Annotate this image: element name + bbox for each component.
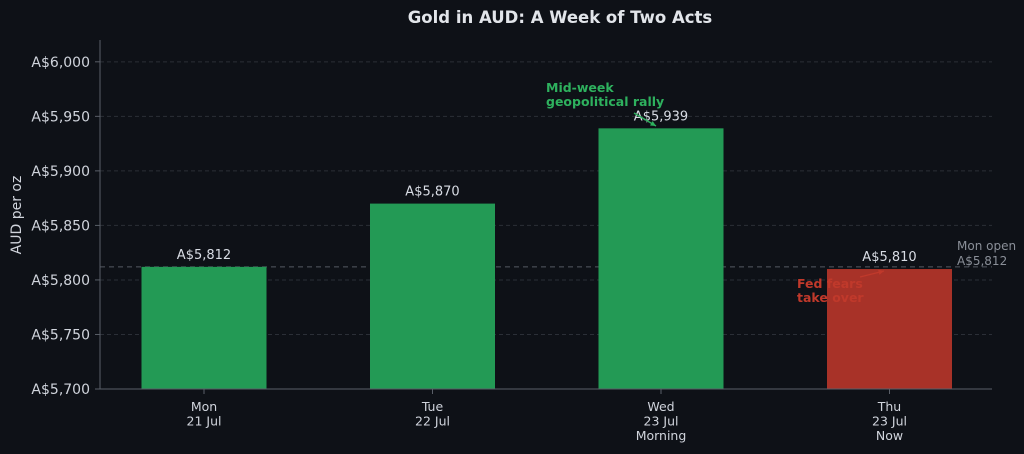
annotation-text: Fed fears take over xyxy=(797,276,864,305)
x-tick-label: Mon 21 Jul xyxy=(187,399,222,429)
x-tick-label: Tue 22 Jul xyxy=(415,399,450,429)
annotation-arrowhead xyxy=(878,269,884,275)
y-tick-label: A$5,700 xyxy=(31,382,90,398)
bar-value-label: A$5,810 xyxy=(862,250,916,265)
annotations: Mid-week geopolitical rally Fed fears take … xyxy=(546,80,885,305)
y-axis-label: AUD per oz xyxy=(9,176,25,255)
y-tick-label: A$5,900 xyxy=(31,164,90,180)
y-tick-label: A$5,800 xyxy=(31,273,90,289)
reference-line-label: Mon open A$5,812 xyxy=(957,239,1016,268)
y-tick-label: A$6,000 xyxy=(31,55,90,71)
x-tick-label: Thu 23 Jul Now xyxy=(872,399,907,443)
bar-value-label: A$5,870 xyxy=(405,185,459,200)
bar xyxy=(370,203,495,389)
bar-value-label: A$5,812 xyxy=(177,248,231,263)
bar xyxy=(598,128,724,389)
y-tick-label: A$5,850 xyxy=(31,218,90,234)
x-tick-label: Wed 23 Jul Morning xyxy=(636,399,687,443)
y-tick-label: A$5,950 xyxy=(31,109,90,125)
bar-value-label: A$5,939 xyxy=(634,109,688,124)
y-tick-label: A$5,750 xyxy=(31,327,90,343)
bar xyxy=(141,266,267,389)
chart-title: Gold in AUD: A Week of Two Acts xyxy=(408,8,713,27)
bars xyxy=(141,128,952,389)
bar xyxy=(827,269,952,389)
annotation-arrowhead xyxy=(650,121,656,126)
axes xyxy=(95,40,992,394)
labels: A$5,700 A$5,750 A$5,800 A$5,850 A$5,900 A$5,9… xyxy=(31,55,916,443)
annotation-text: Mid-week geopolitical rally xyxy=(546,80,664,109)
